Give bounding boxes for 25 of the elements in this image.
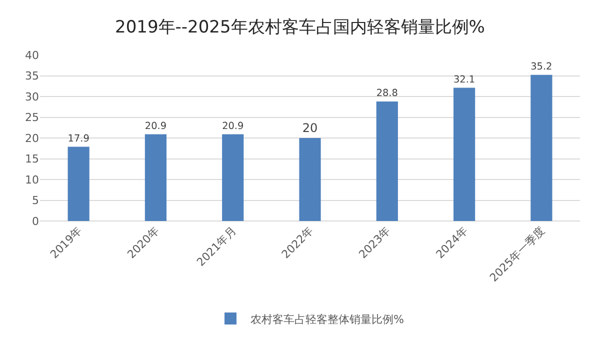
data-label: 28.8 (376, 88, 398, 100)
data-label: 17.9 (68, 133, 90, 144)
y-tick-label: 35 (25, 70, 39, 83)
y-tick-label: 25 (25, 111, 39, 124)
bar (530, 74, 552, 221)
y-tick-label: 5 (32, 194, 39, 208)
legend-label: 农村客车占轻客整体销量比例% (250, 312, 404, 326)
data-label: 20.9 (144, 120, 166, 132)
bar (453, 88, 476, 221)
y-tick-label: 40 (25, 48, 39, 62)
data-label: 35.2 (530, 61, 552, 72)
data-label: 32.1 (454, 74, 476, 86)
y-tick-label: 0 (32, 214, 39, 228)
y-tick-label: 20 (25, 132, 39, 145)
y-tick-label: 15 (25, 152, 39, 166)
bar (144, 134, 167, 221)
bar (376, 101, 398, 221)
bar (299, 138, 321, 221)
chart-title: 2019年--2025年农村客车占国内轻客销量比例% (115, 18, 485, 38)
data-label: 20.9 (222, 120, 244, 132)
data-label: 20 (302, 121, 318, 135)
bar (68, 146, 90, 221)
bar (222, 134, 244, 221)
y-tick-label: 30 (25, 90, 39, 104)
y-tick-label: 10 (25, 173, 39, 186)
